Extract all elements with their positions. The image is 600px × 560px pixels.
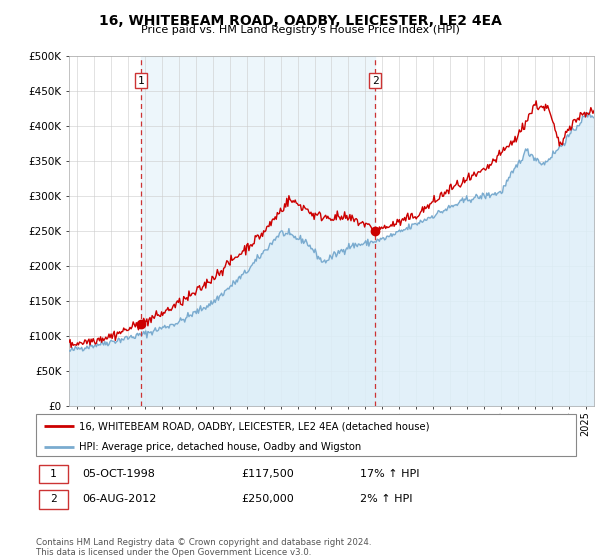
Text: £117,500: £117,500 xyxy=(241,469,294,479)
Bar xyxy=(141,56,375,406)
Text: 16, WHITEBEAM ROAD, OADBY, LEICESTER, LE2 4EA: 16, WHITEBEAM ROAD, OADBY, LEICESTER, LE… xyxy=(98,14,502,28)
Text: £250,000: £250,000 xyxy=(241,494,294,504)
Text: 05-OCT-1998: 05-OCT-1998 xyxy=(82,469,155,479)
Text: 2: 2 xyxy=(50,494,56,504)
Text: 17% ↑ HPI: 17% ↑ HPI xyxy=(360,469,419,479)
Bar xyxy=(39,465,68,483)
Text: 2: 2 xyxy=(372,76,379,86)
Text: 2% ↑ HPI: 2% ↑ HPI xyxy=(360,494,413,504)
Text: 06-AUG-2012: 06-AUG-2012 xyxy=(82,494,156,504)
Text: 1: 1 xyxy=(137,76,145,86)
Text: 1: 1 xyxy=(50,469,56,479)
Text: 16, WHITEBEAM ROAD, OADBY, LEICESTER, LE2 4EA (detached house): 16, WHITEBEAM ROAD, OADBY, LEICESTER, LE… xyxy=(79,421,430,431)
Text: Price paid vs. HM Land Registry's House Price Index (HPI): Price paid vs. HM Land Registry's House … xyxy=(140,25,460,35)
Text: HPI: Average price, detached house, Oadby and Wigston: HPI: Average price, detached house, Oadb… xyxy=(79,442,361,452)
Bar xyxy=(39,490,68,508)
Text: This data is licensed under the Open Government Licence v3.0.: This data is licensed under the Open Gov… xyxy=(36,548,311,557)
Text: Contains HM Land Registry data © Crown copyright and database right 2024.: Contains HM Land Registry data © Crown c… xyxy=(36,538,371,547)
